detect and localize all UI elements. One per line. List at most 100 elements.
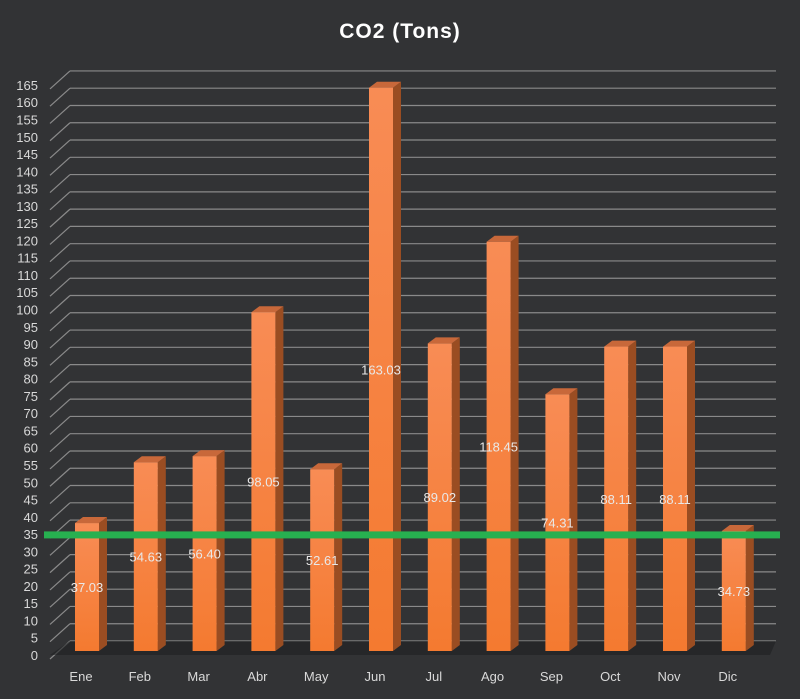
x-tick-label: Feb (129, 669, 151, 684)
data-label: 98.05 (247, 475, 280, 490)
bar-side (745, 525, 754, 651)
y-tick-label: 90 (24, 337, 38, 352)
gridline-diagonal (49, 260, 71, 280)
y-tick-label: 40 (24, 510, 38, 525)
gridline-diagonal (49, 122, 71, 142)
gridline-diagonal (49, 225, 71, 245)
y-tick-label: 135 (16, 182, 38, 197)
bar-side (157, 456, 166, 651)
bar-side (275, 306, 284, 651)
y-tick-label: 5 (31, 631, 38, 646)
data-label: 37.03 (71, 580, 104, 595)
y-tick-label: 150 (16, 130, 38, 145)
bar-top (310, 463, 343, 470)
bar-top (369, 81, 401, 88)
y-tick-label: 125 (16, 216, 38, 231)
y-tick-label: 80 (24, 372, 38, 387)
gridline-diagonal (49, 450, 71, 470)
gridline-diagonal (49, 433, 71, 453)
bar-side (334, 463, 343, 651)
x-tick-label: Abr (247, 669, 268, 684)
bar-top (192, 450, 225, 457)
bar-Dic (721, 531, 746, 651)
bar-top (251, 306, 284, 313)
y-tick-label: 20 (24, 579, 38, 594)
y-tick-label: 25 (24, 562, 38, 577)
gridline-diagonal (49, 243, 71, 263)
x-tick-label: Ene (69, 669, 92, 684)
x-tick-label: Nov (657, 669, 681, 684)
bar-side (216, 450, 225, 651)
y-tick-label: 115 (17, 251, 38, 266)
data-label: 118.45 (479, 439, 518, 454)
gridline-diagonal (49, 156, 71, 176)
y-tick-label: 70 (24, 406, 38, 421)
gridline-diagonal (49, 588, 71, 608)
bar-side (628, 340, 637, 651)
x-tick-label: Ago (481, 669, 504, 684)
bar-top (663, 340, 695, 347)
y-tick-label: 0 (31, 648, 38, 663)
gridline-diagonal (49, 398, 71, 418)
y-tick-label: 65 (24, 423, 38, 438)
data-label: 88.11 (659, 492, 691, 507)
x-tick-label: Oct (600, 669, 621, 684)
bar-top (427, 337, 460, 344)
bar-side (510, 235, 519, 651)
y-tick-label: 15 (24, 596, 38, 611)
y-tick-label: 165 (16, 78, 38, 93)
bar-Sep (545, 394, 570, 651)
bar-May (310, 469, 335, 651)
bar-Jul (427, 343, 452, 651)
gridline-diagonal (49, 536, 71, 556)
y-tick-label: 160 (16, 95, 38, 110)
bar-top (133, 456, 166, 463)
gridline-diagonal (49, 415, 71, 435)
x-tick-label: Jun (365, 669, 386, 684)
x-tick-label: Dic (718, 669, 737, 684)
gridline-diagonal (49, 70, 71, 90)
reference-line-group (44, 531, 780, 539)
bar-Abr (251, 312, 276, 651)
bar-top (75, 517, 107, 524)
bar-Ago (486, 241, 511, 651)
data-label: 54.63 (130, 550, 163, 565)
gridline-diagonal (49, 87, 71, 107)
bar-Ene (75, 523, 99, 651)
data-label: 74.31 (541, 516, 574, 531)
bar-top (486, 235, 519, 242)
y-tick-label: 60 (24, 441, 38, 456)
gridline-diagonal (49, 277, 71, 297)
x-axis: Ene Feb Mar Abr May Jun Jul Ago Sep Oct Nov Dic (69, 669, 737, 684)
bar-Nov (663, 346, 687, 651)
bar-side (393, 81, 401, 652)
y-tick-label: 55 (24, 458, 38, 473)
y-tick-label: 75 (24, 389, 38, 404)
gridline-diagonal (49, 502, 71, 522)
data-label: 89.02 (424, 490, 457, 505)
gridline-diagonal (49, 606, 71, 625)
x-tick-label: Mar (187, 669, 210, 684)
data-label: 34.73 (718, 584, 751, 599)
gridline-diagonal (49, 139, 71, 159)
y-tick-label: 10 (24, 613, 38, 628)
y-tick-label: 155 (16, 112, 38, 127)
gridline-diagonal (49, 312, 71, 332)
gridline-diagonal (49, 485, 71, 504)
bar-top (721, 525, 754, 532)
bar-side (99, 517, 107, 651)
gridline-diagonal (49, 329, 71, 349)
y-tick-label: 95 (24, 320, 38, 335)
chart-title: CO2 (Tons) (339, 20, 461, 43)
reference-line (44, 531, 780, 539)
y-tick-label: 110 (17, 268, 38, 283)
gridline-diagonal (49, 571, 71, 591)
floor (50, 641, 776, 655)
x-tick-label: May (304, 669, 329, 684)
gridline-diagonal (49, 381, 71, 401)
y-tick-label: 45 (24, 493, 38, 508)
y-tick-label: 30 (24, 544, 38, 559)
bar-Feb (133, 462, 158, 651)
data-label: 52.61 (306, 553, 339, 568)
